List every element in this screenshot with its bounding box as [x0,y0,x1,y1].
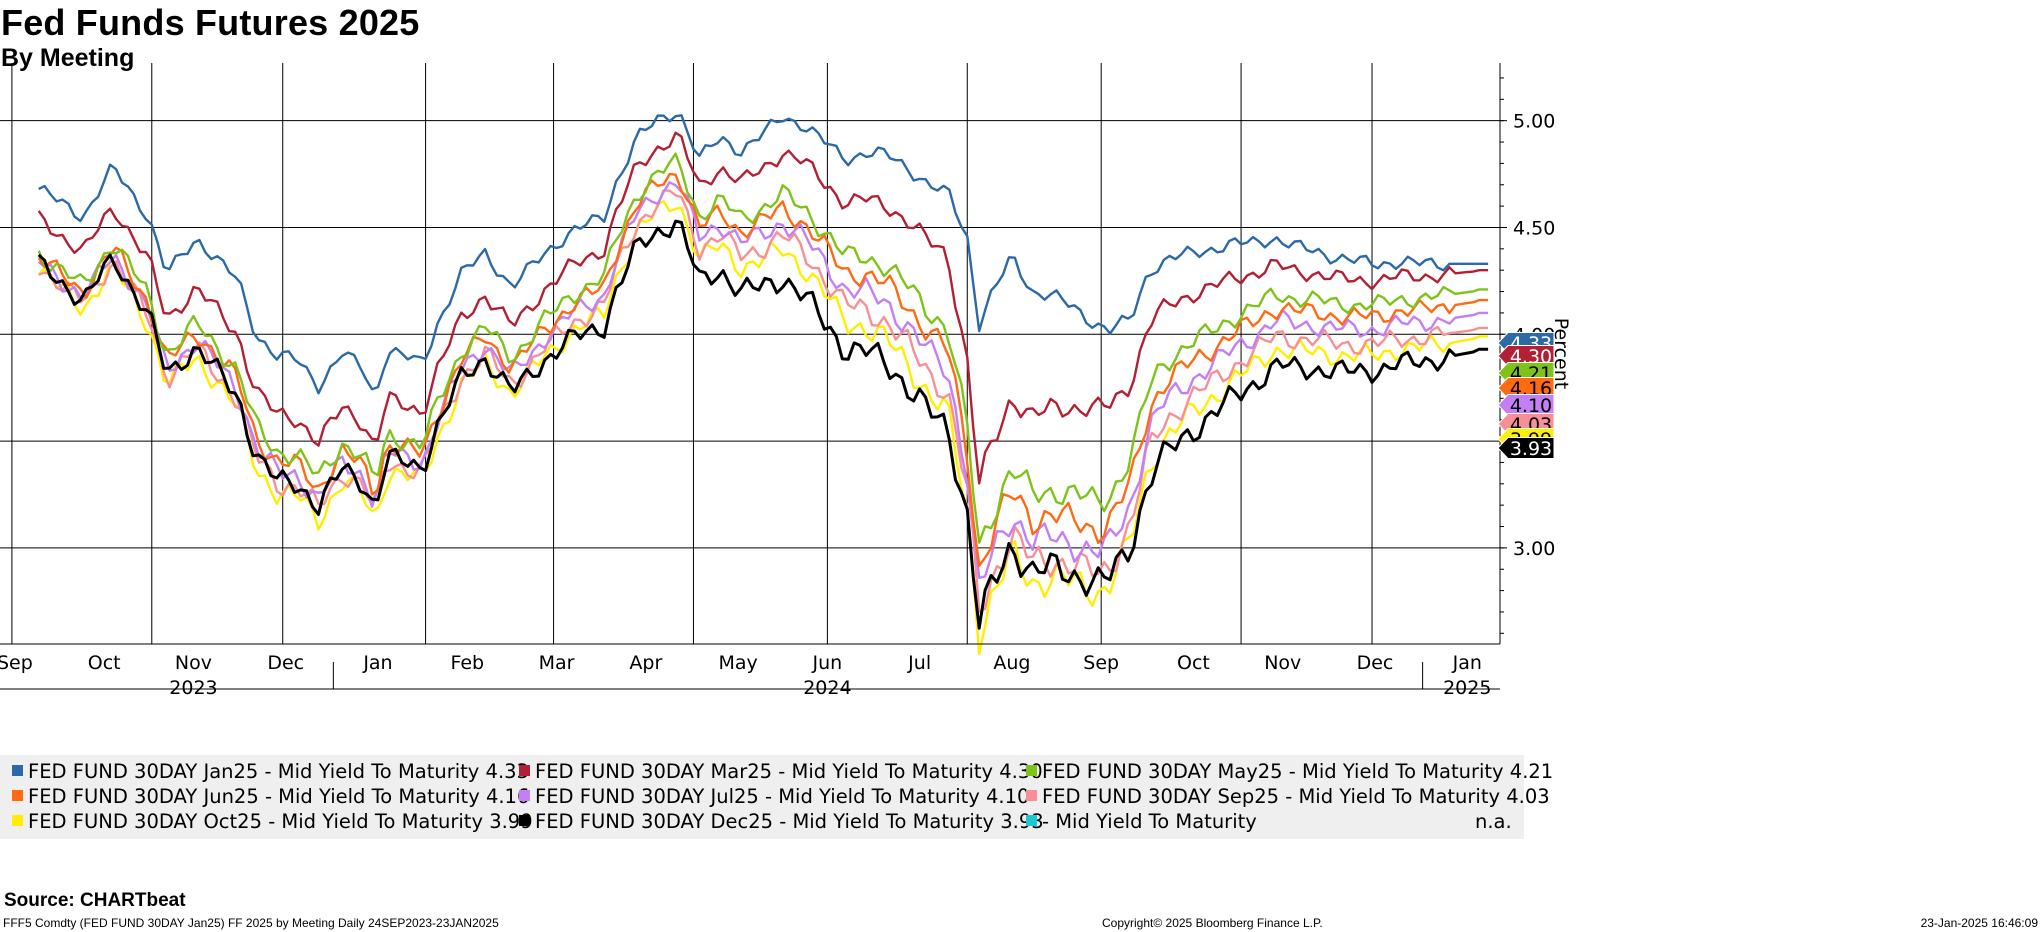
axes: 3.003.504.004.505.00PercentSepOctNovDecJ… [0,63,1572,699]
legend: FED FUND 30DAY Jan25 - Mid Yield To Matu… [0,755,1553,839]
legend-label: FED FUND 30DAY Sep25 - Mid Yield To Matu… [1042,785,1550,808]
legend-swatch [1026,790,1037,801]
x-month-label: Feb [450,652,484,674]
legend-swatch [519,815,530,826]
series-line [38,114,1489,395]
page-subtitle: By Meeting [1,44,135,72]
x-month-label: Aug [993,652,1030,674]
x-month-label: Apr [629,652,662,674]
x-month-label: Dec [1357,652,1394,674]
x-year-label: 2023 [169,677,217,699]
series-line [37,172,1489,567]
x-month-label: Nov [175,652,212,674]
series-lines [37,114,1489,656]
end-value-tags: 4.334.304.214.164.104.033.993.93 [1497,332,1555,460]
end-tag-label: 3.93 [1510,438,1552,460]
series-line [37,152,1489,544]
legend-label: FED FUND 30DAY Dec25 - Mid Yield To Matu… [535,810,1044,833]
x-year-label: 2024 [803,677,851,699]
vertical-gridlines [11,63,1373,644]
series-line [37,131,1489,485]
x-month-label: Sep [1083,652,1119,674]
end-tag [1497,437,1555,459]
legend-swatch [12,815,23,826]
y-axis-label: Percent [1550,318,1572,390]
x-month-label: Jan [1452,652,1482,674]
x-month-label: Mar [539,652,575,674]
y-tick-label: 4.50 [1513,217,1555,239]
legend-label: FED FUND 30DAY May25 - Mid Yield To Matu… [1042,760,1553,783]
x-month-label: Dec [267,652,304,674]
x-month-label: Jun [812,652,843,674]
y-tick-label: 3.00 [1513,538,1555,560]
legend-swatch [12,765,23,776]
series-line [37,219,1489,630]
legend-swatch [519,765,530,776]
page-title: Fed Funds Futures 2025 [1,2,420,43]
series-line [37,200,1489,656]
legend-background [0,755,1524,839]
legend-extra: n.a. [1475,810,1512,833]
x-month-label: Oct [88,652,121,674]
y-tick-label: 5.00 [1513,111,1555,133]
end-tag [1497,394,1555,416]
legend-swatch [1026,765,1037,776]
footer-copyright: Copyright© 2025 Bloomberg Finance L.P. [1102,916,1323,930]
source-note: Source: CHARTbeat [4,890,186,911]
legend-label: FED FUND 30DAY Jan25 - Mid Yield To Matu… [28,760,529,783]
end-tag-label: 4.10 [1510,395,1552,417]
footer-timestamp: 23-Jan-2025 16:46:09 [1920,916,2038,930]
legend-swatch [1026,815,1037,826]
legend-swatch [519,790,530,801]
legend-label: FED FUND 30DAY Jul25 - Mid Yield To Matu… [535,785,1029,808]
legend-label: FED FUND 30DAY Oct25 - Mid Yield To Matu… [28,810,533,833]
series-line [38,189,1489,614]
legend-label: FED FUND 30DAY Jun25 - Mid Yield To Matu… [28,785,529,808]
legend-swatch [12,790,23,801]
x-year-label: 2025 [1443,677,1491,699]
x-month-label: Sep [0,652,33,674]
x-month-label: Nov [1264,652,1301,674]
x-month-label: Jan [362,652,392,674]
x-month-label: Jul [907,652,931,674]
legend-label: - Mid Yield To Maturity [1042,810,1257,833]
x-month-label: May [718,652,757,674]
footer-ticker: FFF5 Comdty (FED FUND 30DAY Jan25) FF 20… [3,916,499,930]
legend-label: FED FUND 30DAY Mar25 - Mid Yield To Matu… [535,760,1043,783]
x-month-label: Oct [1177,652,1210,674]
